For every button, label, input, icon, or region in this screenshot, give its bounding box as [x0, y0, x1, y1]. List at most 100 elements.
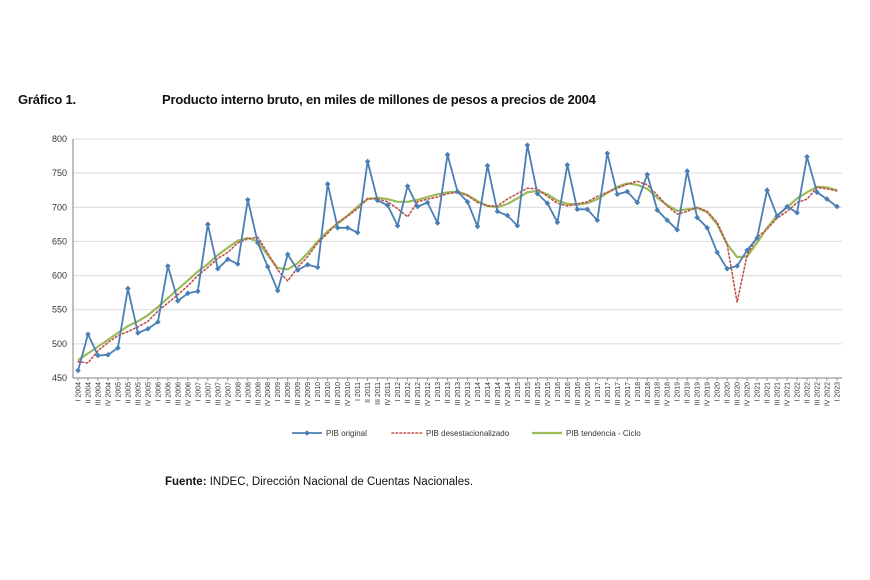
y-tick-label: 750	[52, 168, 67, 178]
x-tick-label: I 2012	[395, 382, 402, 402]
y-tick-label: 600	[52, 271, 67, 281]
data-point-original	[95, 352, 101, 359]
x-tick-label: II 2009	[285, 382, 292, 404]
x-tick-label: II 2015	[525, 382, 532, 404]
x-tick-label: IV 2014	[505, 382, 512, 406]
data-point-original	[684, 168, 691, 174]
data-point-original	[105, 351, 111, 358]
x-tick-label: IV 2017	[625, 382, 632, 406]
legend-label-tendencia: PIB tendencia - Ciclo	[566, 429, 641, 438]
data-point-original	[284, 251, 291, 258]
data-point-original	[364, 158, 371, 165]
data-point-original	[195, 288, 201, 295]
data-point-original	[274, 287, 281, 294]
data-point-original	[215, 265, 221, 272]
x-tick-label: II 2022	[805, 382, 812, 404]
data-point-original	[584, 206, 591, 213]
x-tick-label: IV 2020	[745, 382, 752, 406]
x-tick-label: I 2010	[315, 382, 322, 402]
x-tick-label: I 2007	[195, 382, 202, 402]
data-point-original	[454, 188, 461, 195]
x-tick-label: II 2016	[565, 382, 572, 404]
data-point-original	[444, 151, 451, 158]
x-tick-label: IV 2021	[785, 382, 792, 406]
x-tick-label: IV 2007	[225, 382, 232, 406]
axes	[72, 139, 842, 381]
x-tick-label: III 2018	[655, 382, 662, 405]
legend: PIB original PIB desestacionalizado PIB te…	[292, 429, 641, 438]
x-tick-label: II 2005	[125, 382, 132, 404]
grid-lines	[73, 138, 842, 345]
data-point-original	[175, 298, 181, 304]
x-tick-label: IV 2019	[705, 382, 712, 406]
x-tick-label: II 2011	[365, 382, 372, 403]
data-point-original	[135, 330, 141, 336]
data-point-original	[75, 367, 81, 374]
series-line-tendencia	[77, 182, 838, 362]
x-tick-label: II 2012	[405, 382, 412, 404]
data-point-original	[254, 239, 261, 246]
data-point-original	[714, 249, 720, 256]
data-point-original	[125, 285, 131, 292]
y-tick-label: 700	[52, 202, 67, 212]
data-point-original	[634, 199, 641, 206]
data-point-original	[234, 261, 241, 267]
y-tick-label: 500	[52, 339, 67, 349]
x-tick-label: II 2014	[485, 382, 492, 404]
data-point-original	[414, 203, 421, 210]
x-axis-tick-labels: I 2004 II 2004 III 2004 IV 2004 I 2005 II 200…	[75, 382, 841, 406]
data-point-original	[434, 220, 441, 226]
x-tick-label: IV 2013	[465, 382, 472, 406]
x-tick-label: II 2013	[445, 382, 452, 404]
data-point-original	[694, 214, 700, 221]
data-point-original	[824, 196, 830, 202]
x-tick-label: III 2004	[95, 382, 102, 405]
x-tick-label: I 2018	[635, 382, 642, 402]
x-tick-label: I 2004	[75, 382, 82, 402]
x-tick-label: II 2021	[765, 382, 772, 404]
x-tick-label: I 2023	[835, 382, 842, 402]
data-point-original	[384, 202, 391, 209]
figure-label: Gráfico 1.	[18, 92, 76, 107]
x-tick-label: IV 2011	[385, 382, 392, 406]
x-tick-label: IV 2018	[665, 382, 672, 406]
data-point-original	[744, 247, 750, 254]
data-point-original	[294, 267, 301, 273]
data-point-original	[354, 229, 361, 236]
data-point-original	[404, 183, 411, 189]
data-point-original	[724, 265, 730, 272]
data-point-original	[314, 264, 321, 271]
data-point-original	[664, 217, 671, 224]
data-point-original	[674, 227, 681, 233]
x-tick-label: II 2019	[685, 382, 692, 404]
data-point-original	[834, 203, 840, 210]
x-tick-label: I 2006	[155, 382, 162, 402]
x-tick-label: IV 2008	[265, 382, 272, 406]
x-tick-label: IV 2009	[305, 382, 312, 406]
data-point-original	[344, 224, 351, 231]
x-tick-label: I 2016	[555, 382, 562, 402]
legend-label-original: PIB original	[326, 429, 367, 438]
data-point-original	[784, 203, 790, 210]
x-tick-label: I 2005	[115, 382, 122, 402]
data-point-original	[185, 290, 191, 297]
x-tick-label: III 2008	[255, 382, 262, 405]
x-tick-label: I 2009	[275, 382, 282, 402]
series-lines	[75, 142, 840, 374]
data-point-original	[534, 190, 541, 197]
legend-marker-original	[304, 430, 310, 436]
x-tick-label: II 2010	[325, 382, 332, 404]
data-point-original	[424, 199, 431, 206]
data-point-original	[374, 197, 381, 204]
data-point-original	[85, 331, 91, 338]
y-tick-label: 650	[52, 236, 67, 246]
source-note: Fuente: INDEC, Dirección Nacional de Cue…	[165, 476, 473, 488]
x-tick-label: III 2013	[455, 382, 462, 405]
data-point-original	[624, 188, 631, 195]
data-point-original	[804, 153, 810, 160]
data-point-original	[564, 162, 571, 168]
x-tick-label: I 2011	[355, 382, 362, 401]
data-point-original	[524, 142, 531, 148]
data-point-original	[464, 199, 471, 205]
